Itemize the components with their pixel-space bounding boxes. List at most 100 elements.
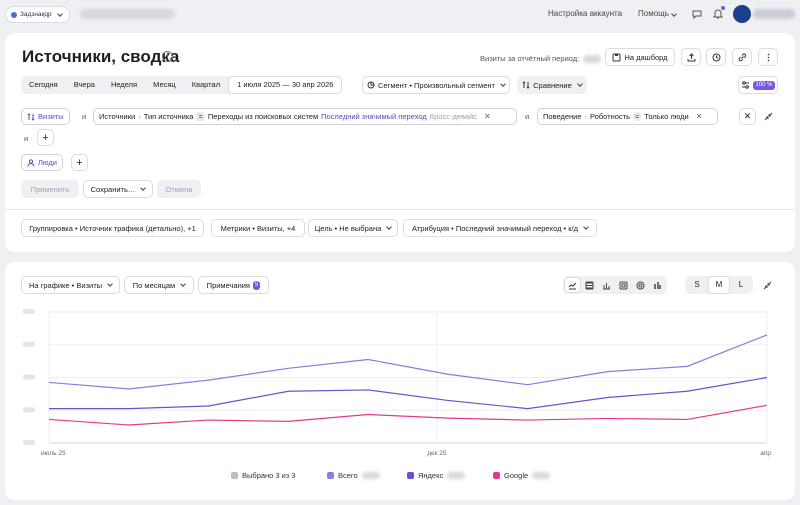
notes-count-badge: 5: [252, 280, 261, 290]
period-tabs: Сегодня Вчера Неделя Месяц Квартал 1 июл…: [21, 76, 343, 94]
grouping-period-selector[interactable]: По месяцам: [124, 276, 194, 294]
close-icon: ✕: [743, 111, 752, 121]
counter-icon: [11, 11, 17, 18]
avatar[interactable]: [733, 5, 751, 23]
link-icon: [738, 53, 746, 61]
tab-quarter[interactable]: Квартал: [191, 80, 221, 89]
goal-selector[interactable]: Цель • Не выбрана: [308, 219, 398, 237]
size-s[interactable]: S: [694, 280, 700, 289]
top-bar: Задзнaқqр Настройка аккаунта Помощь: [0, 0, 800, 30]
clock-icon: [712, 53, 720, 61]
x-tick-label: апр: [760, 450, 771, 457]
series-line-1[interactable]: [49, 376, 768, 410]
site-name-blurred: [80, 9, 175, 19]
add-filter-button[interactable]: +: [37, 129, 54, 146]
tab-week[interactable]: Неделя: [110, 80, 138, 89]
visits-filter-chip[interactable]: Визиты: [21, 108, 70, 125]
source-filter-chip[interactable]: Источники › Тип источника = Переходы из п…: [93, 108, 517, 125]
value-blurred: [361, 472, 380, 479]
size-l[interactable]: L: [738, 280, 744, 289]
checkbox-icon: [407, 472, 414, 479]
close-icon[interactable]: ✕: [695, 112, 703, 121]
period-visits-label: Визиты за отчётный период:: [480, 54, 580, 63]
chart-type-toggle: [563, 276, 667, 294]
checkbox-icon: [493, 472, 500, 479]
comparison-selector[interactable]: Сравнение: [517, 76, 587, 94]
pie-chart-icon[interactable]: [632, 277, 649, 293]
chart-card: На графике • Визиты По месяцам Примечани…: [5, 262, 795, 500]
counter-label: Задзнaқqр: [20, 11, 52, 18]
legend-item-yandex[interactable]: Яндекс: [407, 471, 466, 480]
y-tick-blurred: [23, 440, 35, 445]
chevron-down-icon: [583, 224, 589, 230]
notes-button[interactable]: Примечания 5: [198, 276, 269, 294]
counter-selector[interactable]: Задзнaқqр: [5, 6, 70, 23]
fullscreen-button[interactable]: [759, 277, 775, 293]
notification-dot: [721, 6, 725, 10]
chart-metric-selector[interactable]: На графике • Визиты: [21, 276, 120, 294]
and-label: и: [24, 134, 29, 143]
chevron-down-icon: [180, 281, 187, 287]
add-people-filter-button[interactable]: +: [71, 154, 88, 171]
account-settings-link[interactable]: Настройка аккаунта: [548, 9, 623, 18]
tab-yesterday[interactable]: Вчера: [73, 80, 95, 89]
tab-today[interactable]: Сегодня: [29, 80, 58, 89]
chevron-down-icon: [386, 224, 393, 230]
divider: [5, 209, 795, 210]
bar-chart-icon[interactable]: [598, 277, 615, 293]
more-menu-button[interactable]: [758, 48, 778, 66]
and-label: и: [525, 112, 530, 121]
sliders-icon: [742, 81, 750, 89]
save-dropdown-button[interactable]: Сохранить…: [83, 180, 153, 198]
legend-selected-all[interactable]: Выбрано 3 из 3: [231, 471, 296, 480]
chevron-down-icon: [671, 11, 677, 17]
collapse-icon: [763, 281, 771, 289]
legend-item-total[interactable]: Всего: [327, 471, 380, 480]
close-icon[interactable]: ✕: [484, 112, 491, 121]
legend-item-google[interactable]: Google: [493, 471, 551, 480]
collapse-icon: [764, 112, 773, 121]
copy-link-button[interactable]: [732, 48, 752, 66]
chat-icon[interactable]: [691, 8, 703, 20]
date-range-picker[interactable]: 1 июля 2025 — 30 апр 2026: [228, 76, 343, 94]
chart-size-toggle: S M L: [685, 276, 753, 294]
history-button[interactable]: [706, 48, 726, 66]
chevron-down-icon: [500, 81, 506, 87]
help-menu[interactable]: Помощь: [638, 9, 677, 18]
line-chart-icon[interactable]: [564, 277, 581, 293]
stacked-area-icon[interactable]: [581, 277, 598, 293]
chevron-down-icon: [576, 81, 583, 87]
report-settings-card: Источники, сводка i Визиты за отчётный п…: [5, 33, 795, 252]
metrics-selector[interactable]: Метрики • Визиты, +4: [211, 219, 305, 237]
apply-button[interactable]: Применить: [21, 180, 79, 198]
export-button[interactable]: [681, 48, 701, 66]
upload-icon: [687, 52, 695, 61]
plus-icon: +: [76, 156, 83, 169]
line-chart: июль 25 дек 25 апр: [23, 309, 771, 457]
grouping-selector[interactable]: Группировка • Источник трафика (детально…: [21, 219, 204, 237]
y-tick-blurred: [23, 341, 35, 347]
behavior-filter-chip[interactable]: Поведение › Роботность = Только люди ✕: [537, 108, 718, 125]
people-filter-chip[interactable]: Люди: [21, 154, 63, 171]
sampling-button[interactable]: 100 %: [738, 76, 778, 94]
tab-month[interactable]: Месяц: [153, 80, 176, 89]
chevron-down-icon: [56, 10, 63, 17]
series-line-0[interactable]: [48, 334, 768, 390]
size-m[interactable]: M: [708, 276, 730, 294]
column-chart-icon[interactable]: [649, 277, 666, 293]
clear-filters-button[interactable]: ✕: [739, 108, 756, 125]
segment-selector[interactable]: Сегмент • Произвольный сегмент: [362, 76, 510, 94]
add-to-dashboard-button[interactable]: На дашборд: [605, 48, 675, 66]
y-tick-blurred: [23, 374, 35, 380]
page-title: Источники, сводка: [22, 47, 180, 66]
collapse-filters-button[interactable]: [760, 108, 777, 125]
period-visits-value-blurred: [583, 55, 601, 63]
plus-icon: +: [42, 131, 49, 144]
attribution-selector[interactable]: Атрибуция • Последний значимый переход •…: [403, 219, 597, 237]
series-line-2[interactable]: [48, 404, 768, 426]
table-icon[interactable]: [615, 277, 632, 293]
cancel-button[interactable]: Отмена: [157, 180, 201, 198]
value-blurred: [447, 472, 466, 479]
info-icon[interactable]: i: [162, 51, 173, 62]
bell-icon[interactable]: [712, 8, 724, 20]
